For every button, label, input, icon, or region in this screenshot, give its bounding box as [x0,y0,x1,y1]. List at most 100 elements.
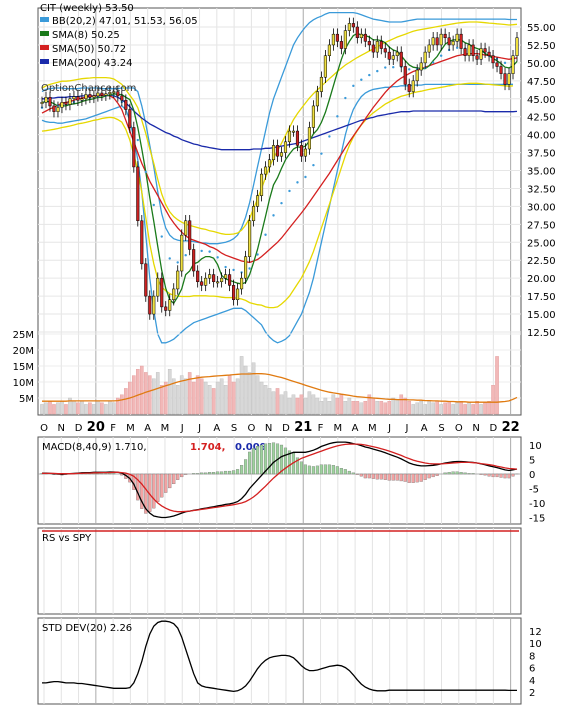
macd-histogram-bar [463,472,467,475]
volume-bar [331,394,336,415]
volume-bar [227,375,232,415]
x-tick-label: 22 [502,420,520,435]
bb-middle-dot [200,249,203,253]
macd-signal-label: 1.704, [190,442,225,453]
candle-body [459,33,463,49]
x-tick-label: J [404,423,408,434]
candle-body [487,51,491,56]
candle-body [160,277,164,308]
volume-bar [391,397,396,415]
volume-bar [84,404,88,415]
volume-bar [44,402,48,415]
macd-histogram-bar [343,469,347,475]
macd-histogram-bar [267,443,272,475]
candle-body [491,55,495,64]
volume-bar [243,365,248,415]
volume-bar [159,385,164,415]
volume-bar [335,397,340,415]
candle-body [371,44,375,53]
candle-body [291,130,296,133]
macd-histogram-bar [180,473,184,478]
candle-body [495,62,499,67]
volume-bar [68,397,72,415]
candle-body [443,33,447,39]
volume-tick-label: 25M [13,330,34,341]
macd-histogram-bar [311,466,315,475]
macd-histogram-bar [459,472,463,475]
candle-body [383,48,387,53]
volume-bar [447,401,451,415]
macd-histogram-bar [347,470,351,475]
volume-bar [211,388,216,415]
macd-tick-label: -5 [529,485,539,496]
macd-histogram-bar [467,473,471,475]
watermark-text: OptionChance.com [41,83,136,94]
volume-bar [207,385,212,415]
macd-histogram-bar [263,443,268,475]
macd-histogram-bar [427,473,431,479]
volume-bar [147,375,152,415]
stddev-tick-label: 10 [529,639,542,650]
price-tick-label: 52.50 [527,41,556,52]
volume-bar [263,385,268,415]
macd-histogram-bar [232,470,236,475]
macd-histogram-bar [240,465,244,475]
candle-body [515,37,519,56]
volume-bar [467,402,471,415]
bb-middle-dot [455,46,459,50]
candle-body [439,33,443,46]
bb-middle-dot [224,265,227,269]
macd-histogram-bar [204,472,208,475]
stddev-tick-label: 12 [529,627,542,638]
candle-body [48,97,52,107]
candle-body [136,166,140,222]
volume-bar [367,394,372,415]
candle-body [331,33,335,46]
macd-tick-label: 10 [529,441,542,452]
candle-body [399,51,403,67]
volume-bar [199,378,204,415]
volume-bar [104,404,108,415]
volume-bar [383,402,388,415]
candle-body [423,51,427,64]
candle-body [403,66,407,85]
volume-bar [135,369,140,415]
x-tick-label: D [489,423,497,434]
candle-body [248,220,252,257]
candle-body [228,274,232,286]
candle-body [216,281,220,284]
candle-body [395,51,399,56]
price-tick-label: 27.50 [527,220,556,231]
macd-histogram-bar [503,473,507,479]
candle-body [279,152,284,157]
x-tick-label: S [438,423,444,434]
price-tick-label: 47.50 [527,77,556,88]
price-tick-label: 40.00 [527,131,556,142]
volume-bar [235,378,240,415]
candle-body [188,220,192,250]
bb-middle-dot [392,65,395,69]
volume-bar [60,401,64,415]
macd-histogram-bar [487,473,491,477]
candle-body [108,92,112,94]
macd-histogram-bar [471,473,475,475]
volume-bar [435,401,439,415]
candle-body [287,130,292,143]
candle-body [132,127,136,168]
bb-middle-dot [376,69,379,73]
macd-title: MACD(8,40,9) 1.710, [42,442,147,453]
volume-bar [187,372,192,415]
volume-bar [319,401,324,415]
macd-histogram-bar [255,446,260,475]
price-tick-label: 50.00 [527,59,556,70]
candle-body [323,55,327,78]
macd-histogram-bar [100,473,104,475]
macd-histogram-bar [224,470,228,475]
macd-histogram-bar [319,464,323,475]
candle-body [327,44,331,56]
bb-middle-dot [232,268,235,272]
macd-histogram-bar [176,473,180,480]
macd-histogram-bar [387,473,391,481]
x-tick-label: A [213,423,220,434]
volume-bar [275,388,280,415]
